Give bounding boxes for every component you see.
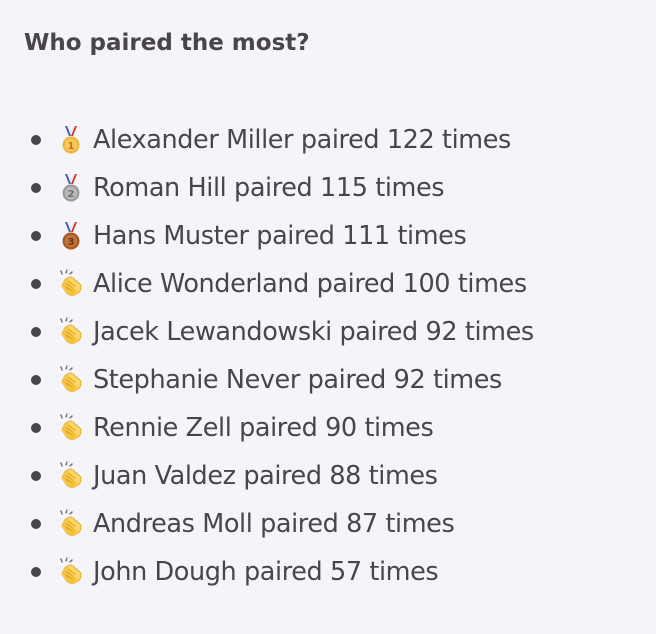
leaderboard-heading: Who paired the most?: [24, 30, 310, 56]
ranking-item-3: 3 Hans Muster paired 111 times: [24, 212, 656, 260]
bullet-point: [31, 423, 41, 433]
ranking-item-5: Jacek Lewandowski paired 92 times: [24, 308, 656, 356]
clapping-hands-icon: [58, 365, 84, 395]
silver-medal-icon: 2: [58, 173, 84, 203]
bullet-point: [31, 279, 41, 289]
ranking-list: 1 Alexander Miller paired 122 times 2 Ro…: [24, 116, 656, 596]
ranking-item-9: Andreas Moll paired 87 times: [24, 500, 656, 548]
svg-text:3: 3: [68, 237, 75, 248]
bullet-point: [31, 231, 41, 241]
ranking-text: Jacek Lewandowski paired 92 times: [93, 317, 534, 347]
bullet-point: [31, 135, 41, 145]
ranking-text: Andreas Moll paired 87 times: [93, 509, 455, 539]
ranking-item-4: Alice Wonderland paired 100 times: [24, 260, 656, 308]
clapping-hands-icon: [58, 557, 84, 587]
ranking-item-2: 2 Roman Hill paired 115 times: [24, 164, 656, 212]
ranking-text: John Dough paired 57 times: [93, 557, 439, 587]
ranking-text: Rennie Zell paired 90 times: [93, 413, 434, 443]
ranking-text: Hans Muster paired 111 times: [93, 221, 467, 251]
bullet-point: [31, 471, 41, 481]
ranking-item-8: Juan Valdez paired 88 times: [24, 452, 656, 500]
bullet-point: [31, 375, 41, 385]
svg-text:1: 1: [68, 141, 75, 152]
ranking-item-6: Stephanie Never paired 92 times: [24, 356, 656, 404]
ranking-item-10: John Dough paired 57 times: [24, 548, 656, 596]
ranking-text: Alice Wonderland paired 100 times: [93, 269, 527, 299]
clapping-hands-icon: [58, 413, 84, 443]
bronze-medal-icon: 3: [58, 221, 84, 251]
clapping-hands-icon: [58, 269, 84, 299]
ranking-text: Alexander Miller paired 122 times: [93, 125, 511, 155]
svg-text:2: 2: [68, 189, 75, 200]
bullet-point: [31, 519, 41, 529]
gold-medal-icon: 1: [58, 125, 84, 155]
bullet-point: [31, 327, 41, 337]
bullet-point: [31, 567, 41, 577]
clapping-hands-icon: [58, 509, 84, 539]
ranking-text: Stephanie Never paired 92 times: [93, 365, 502, 395]
clapping-hands-icon: [58, 317, 84, 347]
ranking-item-1: 1 Alexander Miller paired 122 times: [24, 116, 656, 164]
ranking-item-7: Rennie Zell paired 90 times: [24, 404, 656, 452]
bullet-point: [31, 183, 41, 193]
ranking-text: Roman Hill paired 115 times: [93, 173, 445, 203]
ranking-text: Juan Valdez paired 88 times: [93, 461, 438, 491]
clapping-hands-icon: [58, 461, 84, 491]
